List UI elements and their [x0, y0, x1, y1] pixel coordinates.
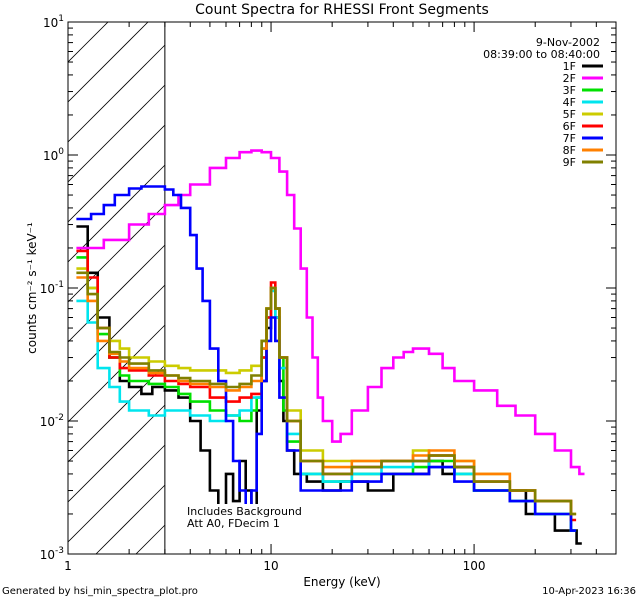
hatch-line: [68, 244, 166, 343]
legend-label-7f: 7F: [563, 132, 576, 145]
x-tick-label: 100: [463, 559, 486, 573]
x-tick-labels: 1 10 100: [64, 559, 485, 573]
hatch-line: [68, 164, 166, 263]
x-tick-label: 10: [263, 559, 278, 573]
footer-generated-by: Generated by hsi_min_spectra_plot.pro: [2, 586, 198, 597]
footer-timestamp: 10-Apr-2023 16:36: [542, 586, 636, 597]
y-tick-label: 101: [43, 14, 64, 30]
series-line-2f: [76, 149, 585, 476]
hatch-line: [68, 22, 109, 63]
legend-label-8f: 8F: [563, 144, 576, 157]
observation-time-range: 08:39:00 to 08:40:00: [483, 48, 600, 61]
legend-label-4f: 4F: [563, 96, 576, 109]
hatch-line: [68, 404, 166, 503]
legend-label-2f: 2F: [563, 72, 576, 85]
hatch-line: [68, 84, 166, 183]
chart-title: Count Spectra for RHESSI Front Segments: [195, 2, 489, 18]
y-tick-label: 100: [43, 147, 64, 163]
hatch-line: [68, 324, 166, 423]
series-layer: [76, 149, 585, 545]
hatch-line: [68, 124, 166, 223]
y-axis-title: counts cm⁻² s⁻¹ keV⁻¹: [25, 222, 39, 354]
series-line-9f: [76, 271, 577, 516]
hatch-line: [68, 444, 166, 543]
y-tick-label: 10-1: [40, 280, 64, 296]
x-axis-title: Energy (keV): [303, 575, 380, 589]
axis-ticks: [67, 21, 617, 555]
legend-label-5f: 5F: [563, 108, 576, 121]
legend-label-9f: 9F: [563, 156, 576, 169]
y-tick-labels: 10-3 10-2 10-1 100 101: [40, 14, 65, 562]
legend-label-3f: 3F: [563, 84, 576, 97]
y-tick-label: 10-2: [40, 413, 64, 429]
hatch-line: [68, 44, 166, 143]
hatch-line: [68, 284, 166, 383]
annotation-background: [184, 504, 310, 530]
hatch-line: [95, 484, 166, 554]
annotation-attenuator-note: Att A0, FDecim 1: [187, 517, 280, 530]
hatch-line: [68, 22, 149, 103]
legend-label-6f: 6F: [563, 120, 576, 133]
annotation-background-note: Includes Background: [187, 505, 302, 518]
legend-label-1f: 1F: [563, 60, 576, 73]
hatch-line: [135, 524, 166, 554]
x-tick-label: 1: [64, 559, 72, 573]
observation-date: 9-Nov-2002: [536, 36, 600, 49]
y-tick-label: 10-3: [40, 546, 64, 562]
